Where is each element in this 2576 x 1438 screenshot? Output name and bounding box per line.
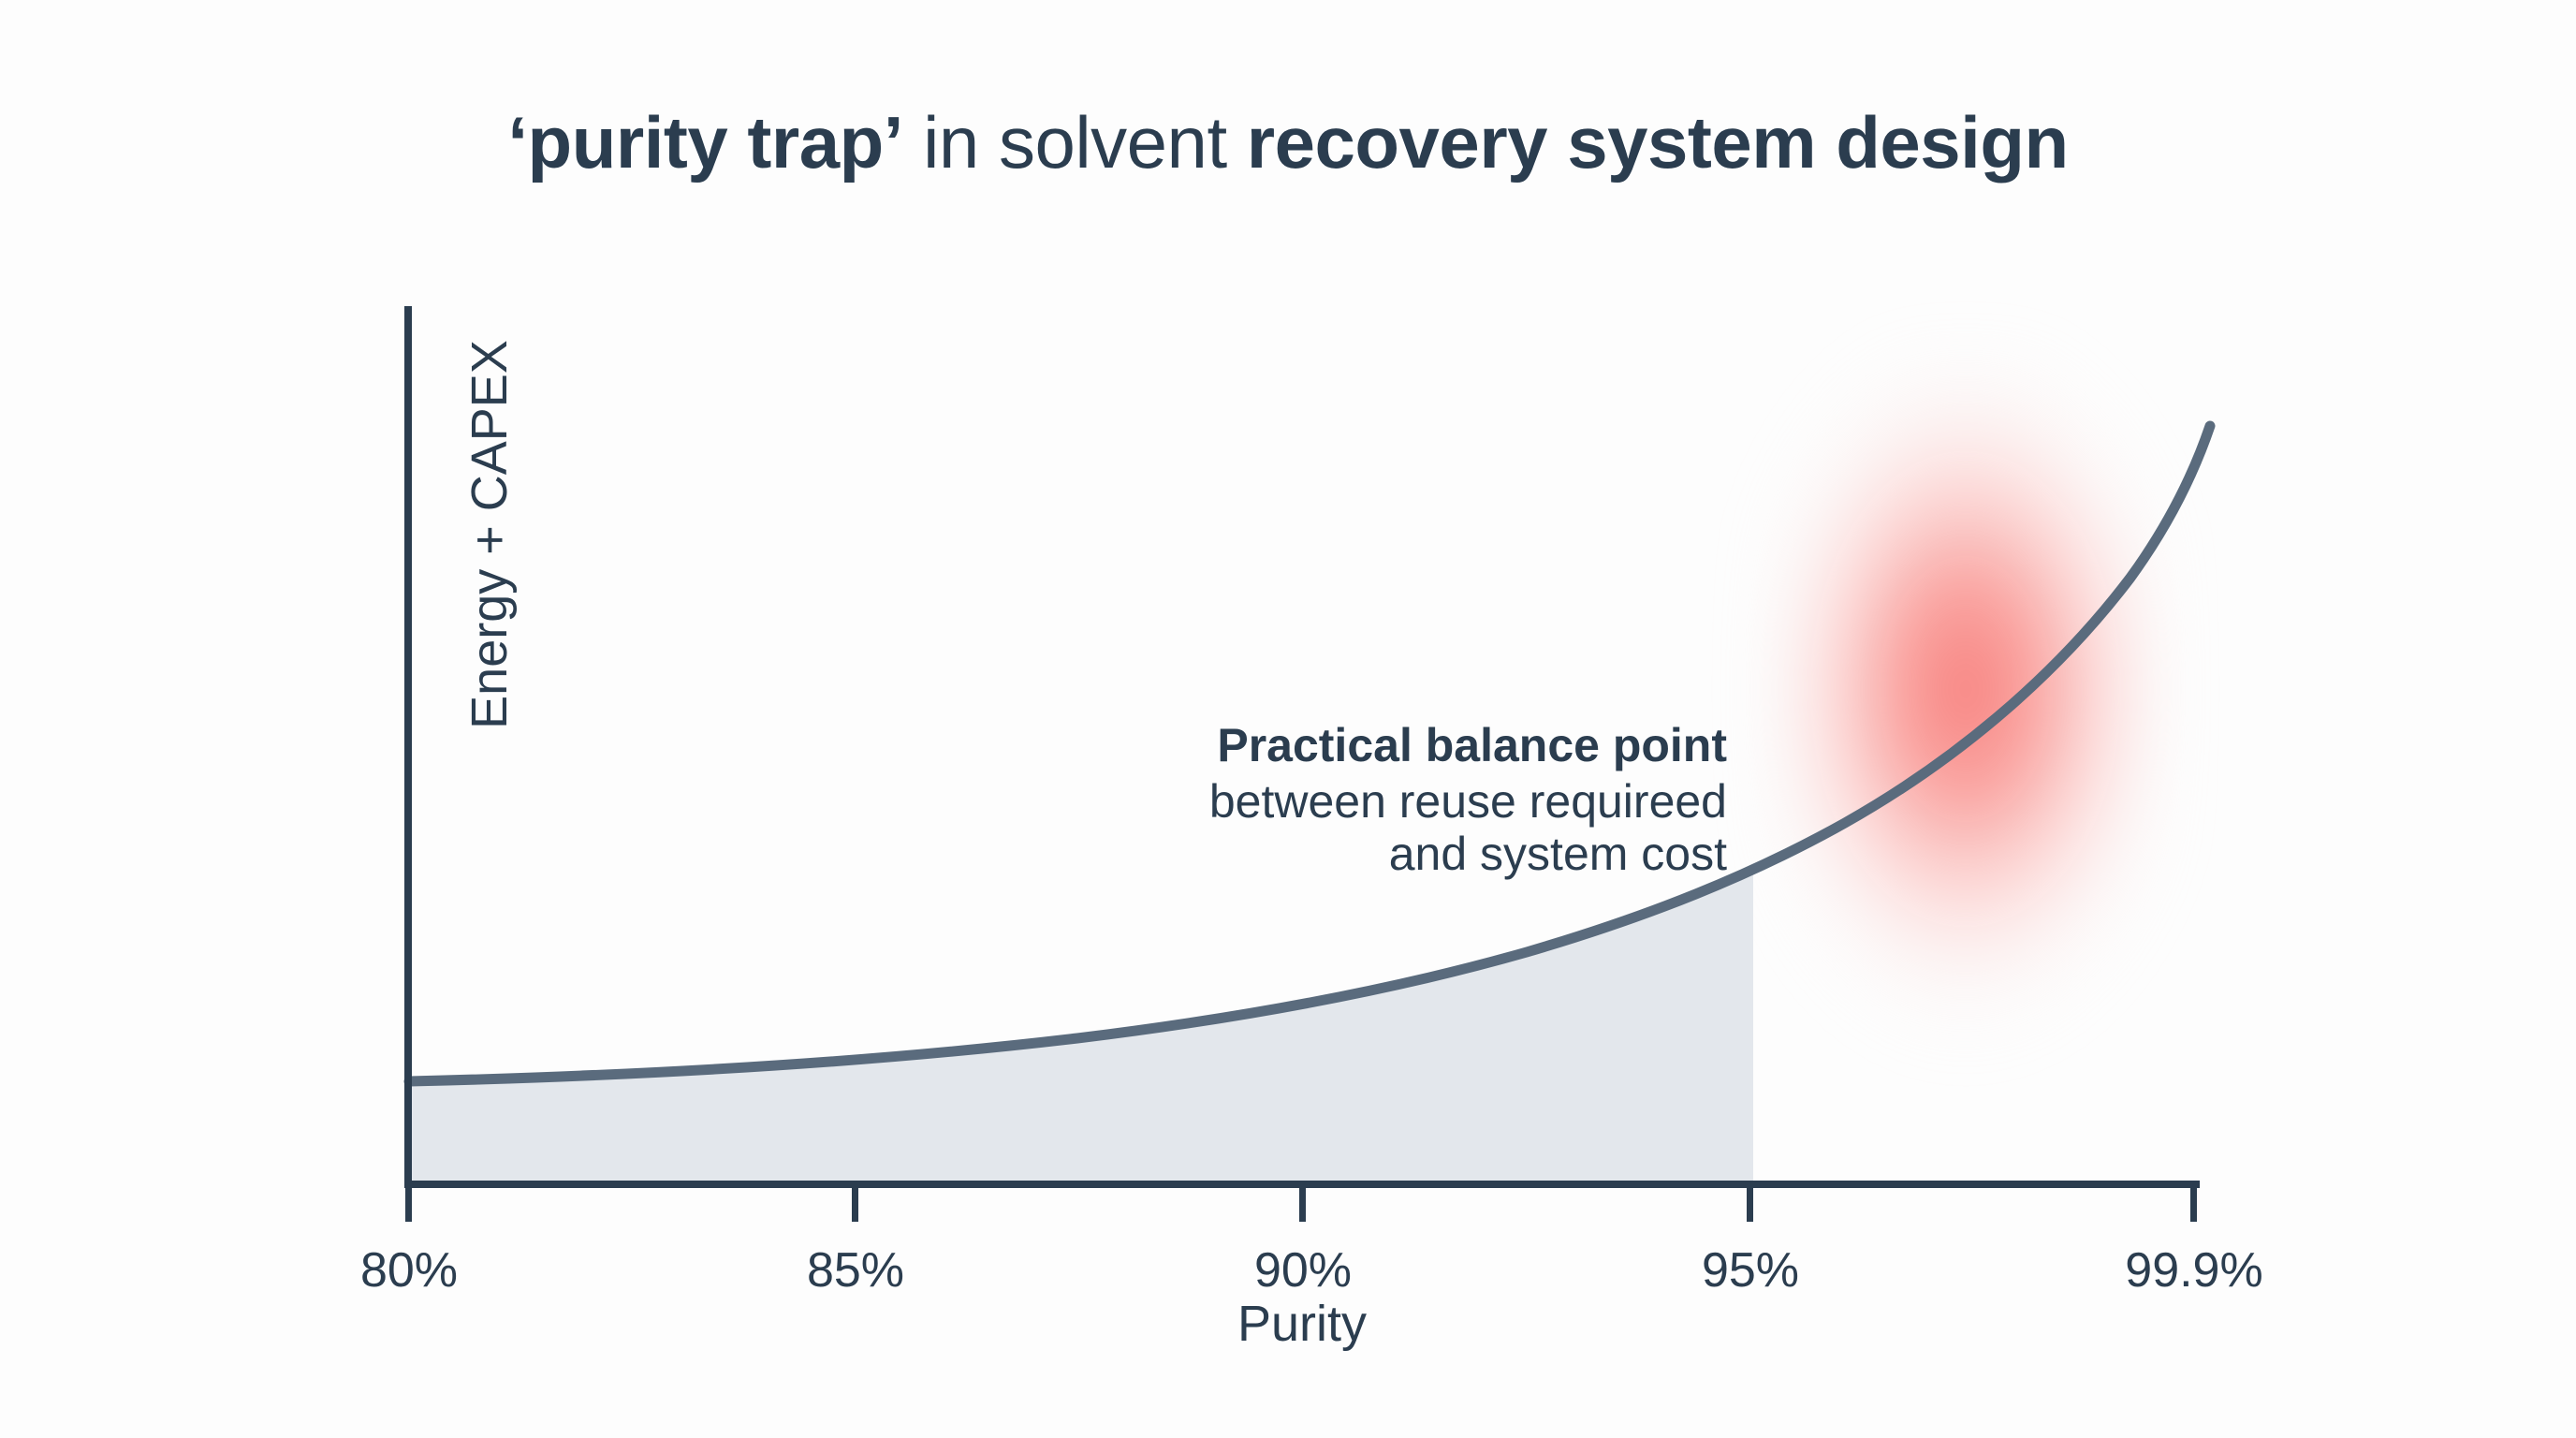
x-tick-999 (2190, 1181, 2197, 1222)
x-tick-label-95: 95% (1701, 1243, 1800, 1298)
x-tick-85 (852, 1181, 858, 1222)
y-axis-line (404, 306, 412, 1188)
x-tick-80 (405, 1181, 412, 1222)
x-axis-title: Purity (1237, 1296, 1368, 1352)
x-tick-label-80: 80% (359, 1243, 459, 1298)
title-bold-tail: recovery system design (1246, 101, 2069, 183)
title-quoted-part: ‘purity trap’ (507, 101, 903, 183)
x-tick-label-85: 85% (806, 1243, 905, 1298)
x-tick-label-90: 90% (1253, 1243, 1353, 1298)
balance-point-annotation: Practical balance point between reuse re… (1109, 719, 1727, 880)
area-under-curve (409, 869, 1753, 1181)
annotation-heading: Practical balance point (1217, 719, 1727, 771)
page-title: ‘purity trap’ in solvent recovery system… (0, 104, 2576, 182)
cost-curve-graphic (403, 420, 2216, 1181)
y-axis-title: Energy + CAPEX (461, 340, 518, 729)
x-tick-95 (1747, 1181, 1753, 1222)
annotation-line-2: between reuse requireed (1208, 775, 1727, 828)
title-middle-part: in solvent (902, 101, 1247, 183)
x-tick-label-999: 99.9% (2125, 1243, 2263, 1298)
energy-capex-curve (403, 420, 2216, 1087)
x-tick-90 (1299, 1181, 1306, 1222)
annotation-line-3: and system cost (1388, 828, 1727, 880)
